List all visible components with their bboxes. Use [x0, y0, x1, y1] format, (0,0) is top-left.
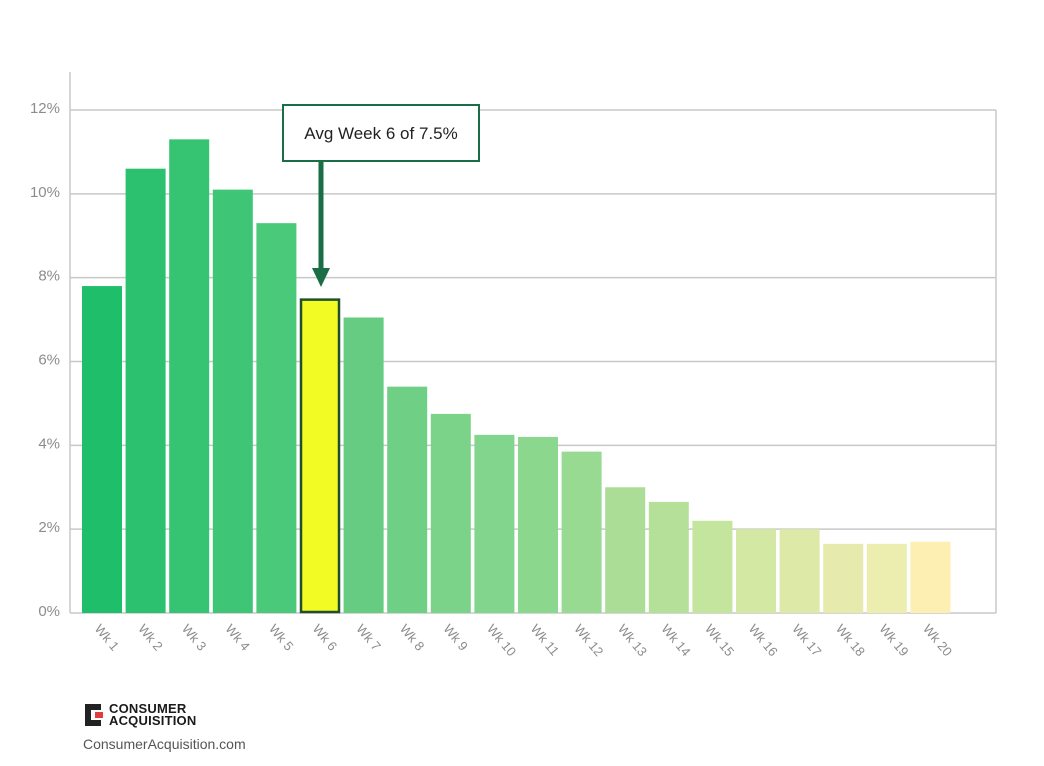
bars — [82, 139, 951, 614]
x-tick-label: Wk 1 — [92, 621, 123, 653]
brand-url: ConsumerAcquisition.com — [83, 736, 246, 752]
annotation-arrow-head — [312, 268, 330, 287]
x-tick-label: Wk 4 — [223, 621, 254, 653]
consumer-acquisition-logo-icon — [85, 704, 103, 726]
bar-wk-20 — [910, 541, 951, 613]
brand-logo-block: CONSUMER ACQUISITION — [83, 701, 197, 728]
brand-name-line2: ACQUISITION — [109, 713, 197, 728]
bar-wk-7 — [343, 317, 384, 613]
x-tick-label: Wk 17 — [789, 621, 824, 659]
bar-wk-17 — [779, 529, 820, 613]
y-tick-label: 4% — [38, 435, 60, 452]
bar-wk-11 — [518, 436, 558, 613]
x-tick-label: Wk 8 — [397, 621, 428, 653]
bar-wk-15 — [692, 520, 733, 613]
y-tick-label: 8% — [38, 268, 60, 285]
x-tick-label: Wk 5 — [266, 621, 297, 653]
x-tick-label: Wk 20 — [920, 621, 955, 659]
bar-wk-9 — [430, 413, 471, 613]
bar-wk-2 — [125, 168, 166, 613]
y-tick-label: 0% — [38, 603, 60, 620]
x-tick-label: Wk 9 — [441, 621, 472, 653]
bar-chart: 0%2%4%6%8%10%12% Wk 1 Wk 2 Wk 3 Wk 4 Wk 5 Wk … — [30, 72, 997, 659]
y-tick-label: 10% — [30, 184, 60, 201]
bar-wk-19 — [866, 543, 907, 613]
bar-wk-6 — [299, 298, 341, 614]
y-tick-label: 12% — [30, 100, 60, 117]
x-tick-label: Wk 7 — [353, 621, 384, 653]
x-axis-ticks: Wk 1 Wk 2 Wk 3 Wk 4 Wk 5 Wk 6 Wk 7 Wk 8 Wk 9 Wk 1… — [92, 621, 956, 659]
x-tick-label: Wk 10 — [484, 621, 519, 659]
y-tick-label: 6% — [38, 352, 60, 369]
bar-wk-18 — [823, 543, 864, 613]
x-tick-label: Wk 2 — [135, 621, 166, 653]
annotation-callout: Avg Week 6 of 7.5% — [282, 104, 480, 287]
annotation-text: Avg Week 6 of 7.5% — [304, 124, 457, 143]
bar-wk-16 — [736, 529, 776, 613]
bar-wk-12 — [561, 451, 602, 613]
x-tick-label: Wk 19 — [877, 621, 912, 659]
x-tick-label: Wk 15 — [702, 621, 737, 659]
bar-wk-3 — [169, 139, 210, 613]
x-tick-label: Wk 12 — [571, 621, 606, 659]
x-tick-label: Wk 16 — [746, 621, 781, 659]
bar-wk-8 — [387, 386, 428, 613]
x-tick-label: Wk 6 — [310, 621, 341, 653]
bar-wk-10 — [474, 434, 515, 613]
x-tick-label: Wk 13 — [615, 621, 650, 659]
brand-name-line1: CONSUMER — [109, 701, 187, 716]
bar-wk-14 — [648, 501, 689, 613]
annotation-box — [282, 104, 480, 162]
bar-wk-13 — [605, 487, 646, 613]
y-axis-ticks: 0% 2% 4% 6% 8% 10% 12% — [30, 100, 60, 620]
y-tick-label: 2% — [38, 519, 60, 536]
bar-wk-5 — [256, 223, 297, 614]
bar-wk-4 — [212, 189, 253, 613]
x-tick-label: Wk 14 — [659, 621, 694, 659]
x-tick-label: Wk 11 — [528, 621, 563, 658]
bar-wk-1 — [82, 286, 122, 613]
x-tick-label: Wk 18 — [833, 621, 868, 659]
brand-name: CONSUMER ACQUISITION — [109, 701, 197, 728]
x-tick-label: Wk 3 — [179, 621, 210, 653]
